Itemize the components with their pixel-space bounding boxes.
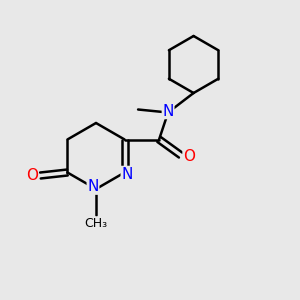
Text: N: N (87, 179, 99, 194)
Text: O: O (183, 149, 195, 164)
Text: CH₃: CH₃ (84, 217, 108, 230)
Text: N: N (162, 103, 174, 118)
Text: O: O (26, 168, 38, 183)
Text: N: N (121, 167, 133, 182)
